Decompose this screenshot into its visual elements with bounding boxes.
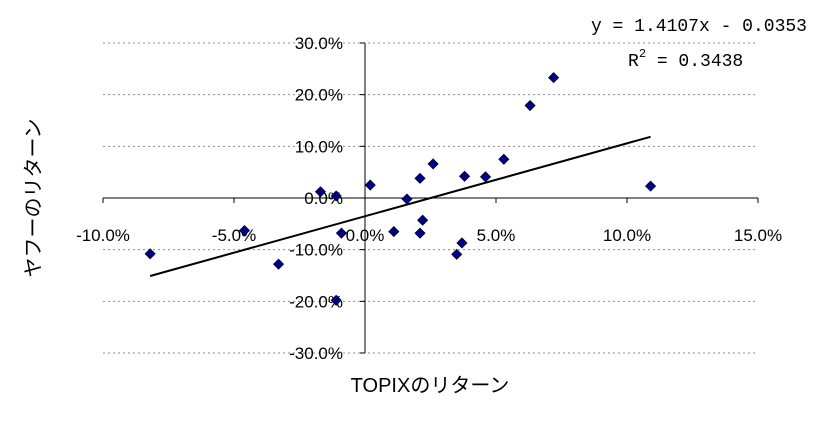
data-point [144,248,156,260]
data-point [427,158,439,170]
trendline [149,135,651,277]
x-tick-labels: -10.0% -5.0% 0.0% 5.0% 10.0% 15.0% [76,226,782,245]
y-tick-label: 10.0% [295,137,343,156]
y-tick-label: 20.0% [295,86,343,105]
data-point [335,227,347,239]
gridlines [103,42,758,354]
r-squared: R2 = 0.3438 [628,47,743,72]
data-point [414,227,426,239]
data-point [498,153,510,165]
x-tick-label: 0.0% [346,226,385,245]
y-tick-label: -30.0% [289,344,343,363]
regression-equation: y = 1.4107x - 0.0353 [591,17,807,37]
trendline-group [149,135,651,277]
data-point [417,214,429,226]
y-axis-title: ヤフーのリターン [22,119,45,278]
x-tick-label: -10.0% [76,226,130,245]
data-point [401,193,413,205]
y-tick-label: -20.0% [289,292,343,311]
x-tick-label: 10.0% [603,226,651,245]
data-point [645,180,657,192]
data-point [364,179,376,191]
x-axis-title: TOPIXのリターン [351,374,510,397]
data-point [524,99,536,112]
data-points [144,72,657,306]
data-point [330,294,342,306]
data-point [548,72,560,84]
data-point [456,237,468,249]
y-tick-label: -10.0% [289,241,343,260]
data-point [238,224,251,237]
data-point [388,226,400,238]
data-point [314,186,327,198]
data-point [451,248,463,260]
x-tick-label: 5.0% [477,226,516,245]
r-squared-superscript: 2 [639,47,646,61]
x-tick-label: -5.0% [212,226,256,245]
data-point [414,172,426,184]
r-squared-prefix: R [628,52,639,72]
data-point [458,170,471,182]
r-squared-value: = 0.3438 [646,52,743,72]
x-tick-label: 15.0% [734,226,782,245]
data-point [479,171,492,183]
data-point [330,190,342,202]
y-tick-label: 30.0% [295,34,343,53]
data-point [272,258,285,270]
